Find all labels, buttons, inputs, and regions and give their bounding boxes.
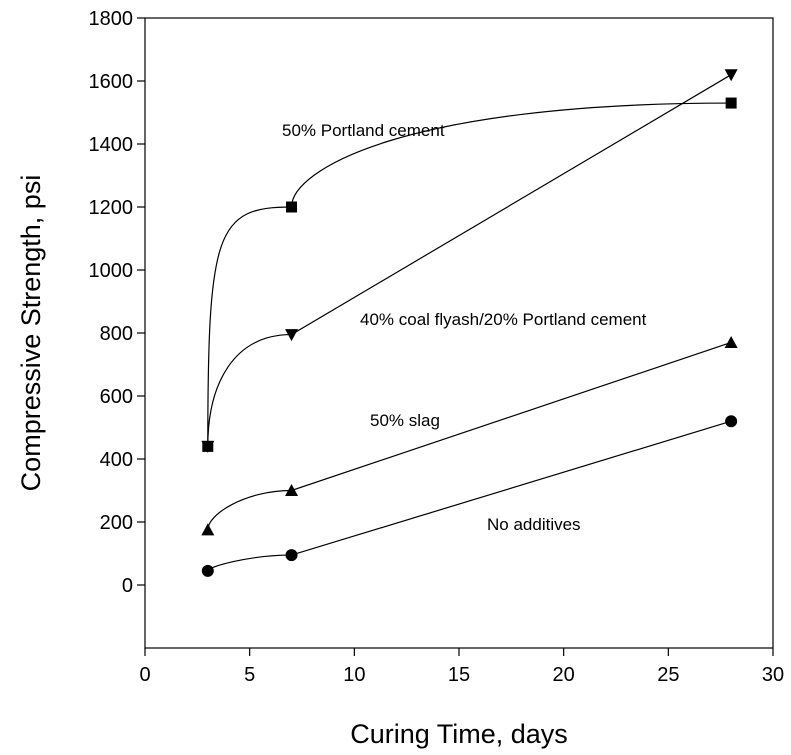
point-1-1 <box>285 329 299 342</box>
y-tick-label-1: 200 <box>100 512 133 534</box>
point-2-0 <box>201 523 215 536</box>
y-tick-label-0: 0 <box>122 575 133 597</box>
point-3-0 <box>201 564 214 577</box>
y-tick-label-7: 1400 <box>89 134 134 156</box>
x-tick-label-6: 30 <box>762 664 784 686</box>
series-line-1 <box>207 74 732 447</box>
y-tick-label-4: 800 <box>100 323 133 345</box>
point-2-1 <box>285 484 299 496</box>
x-tick-label-5: 25 <box>657 664 679 686</box>
series-line-2 <box>207 341 732 530</box>
plot-frame <box>144 17 774 649</box>
y-tick-label-5: 1000 <box>89 260 134 282</box>
x-tick-label-1: 5 <box>244 664 255 686</box>
point-0-2 <box>725 97 737 109</box>
x-tick-label-0: 0 <box>139 664 150 686</box>
series-line-3 <box>207 420 732 572</box>
series-label-0: 50% Portland cement <box>282 121 445 140</box>
y-tick-label-3: 600 <box>100 386 133 408</box>
y-axis-title: Compressive Strength, psi <box>16 175 46 492</box>
point-3-2 <box>725 415 738 428</box>
point-3-1 <box>285 549 298 562</box>
point-2-2 <box>724 335 738 348</box>
y-tick-label-6: 1200 <box>89 197 134 219</box>
point-1-0 <box>201 440 215 453</box>
series-label-3: No additives <box>487 515 581 534</box>
point-1-2 <box>724 69 738 82</box>
y-tick-label-8: 1600 <box>89 71 134 93</box>
annotations-layer: 50% Portland cement 40% coal flyash/20% P… <box>282 121 647 534</box>
x-tick-label-3: 15 <box>448 664 470 686</box>
x-tick-label-2: 10 <box>343 664 365 686</box>
y-tick-label-2: 400 <box>100 449 133 471</box>
x-tick-label-4: 20 <box>553 664 575 686</box>
x-axis-title: Curing Time, days <box>350 719 568 749</box>
ticks-layer: 0 5 10 15 20 25 30 0 200 400 600 800 1000 1200 1400 160… <box>89 8 785 686</box>
markers-layer <box>201 69 738 577</box>
series-line-0 <box>207 102 732 447</box>
series-label-2: 50% slag <box>370 411 440 430</box>
series-label-1: 40% coal flyash/20% Portland cement <box>360 310 647 329</box>
y-tick-label-9: 1800 <box>89 8 134 30</box>
point-0-1 <box>286 201 298 213</box>
